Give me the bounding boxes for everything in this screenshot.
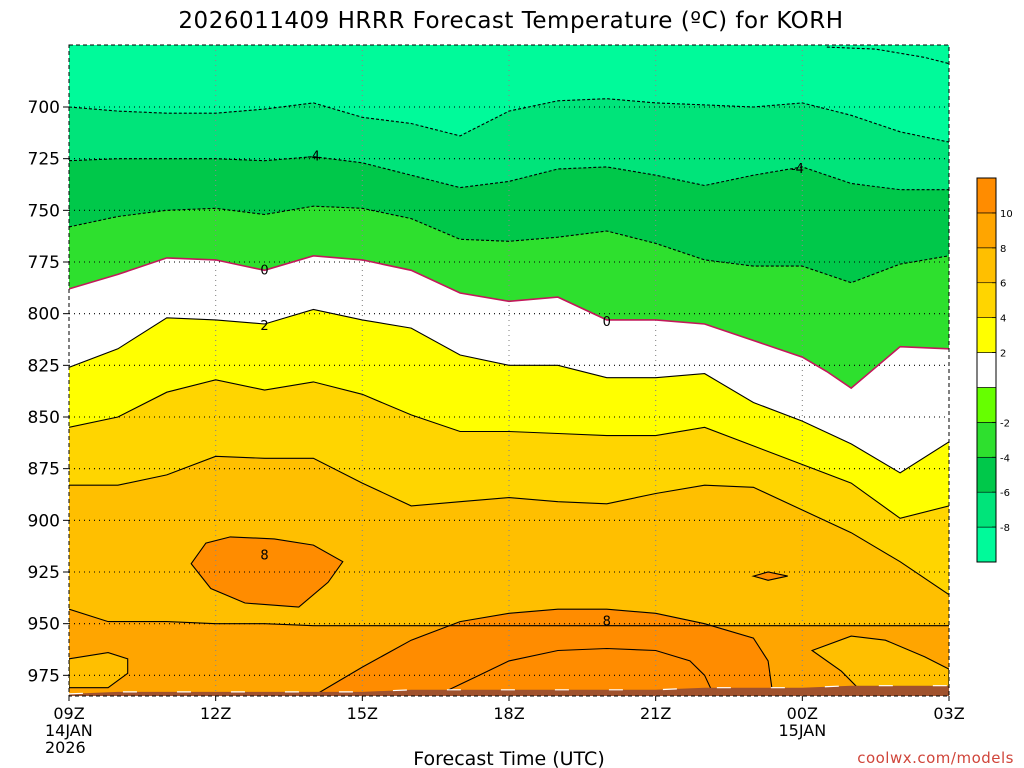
isotherm-4 [69,455,949,596]
closed-region-2 [435,648,715,696]
x-tick-label-18-0: 03Z [933,704,964,723]
chart-title: 2026011409 HRRR Forecast Temperature (ºC… [178,8,843,34]
contour-label-1: -4 [791,162,804,177]
isotherm-2 [69,379,949,519]
contour-labels: -4 -4 0 0 2 8 8 [260,150,804,630]
colorbar-label-8: 10 [1000,209,1013,220]
colorbar-label-6: 6 [1000,279,1006,290]
surface-edge [69,685,949,695]
y-tick-label-850: 850 [28,408,60,428]
contour-label-3: 0 [603,315,611,330]
isotherm--6 [69,156,949,191]
contour-label-4: 2 [260,319,268,334]
isotherm-0 [69,308,949,474]
closed-region-0 [191,536,343,608]
x-tick-label-6-0: 15Z [347,704,378,723]
closed-contour-8-5 [751,571,788,581]
y-tick-label-825: 825 [28,356,60,376]
isotherm--8 [826,46,949,65]
y-tick-label-975: 975 [28,666,60,686]
colorbar-swatch-4 [976,387,997,423]
colorbar-swatch-0 [976,526,997,563]
y-tick-label-775: 775 [28,253,60,273]
isotherm-6 [69,608,949,627]
contour-label-0: -4 [307,150,320,165]
colorbar-label-7: 8 [1000,244,1006,255]
isotherm--2 [69,254,949,390]
y-tick-label-925: 925 [28,563,60,583]
isotherm--4 [69,205,949,284]
contour-label-6: 8 [603,615,611,630]
closed-contour-8-0 [190,536,344,608]
closed-contour-10-2 [435,647,715,696]
x-tick-label-0-1: 14JAN [45,721,93,740]
closed-region-3 [812,636,949,696]
colorbar-swatch-8 [976,247,997,284]
y-tick-label-800: 800 [28,305,60,325]
credit-text: coolwx.com/models [857,749,1014,767]
colorbar-swatch-5 [976,352,997,388]
isotherm-lines [69,46,949,696]
colorbar-label-4: 2 [1000,349,1006,360]
colorbar-label-0: -8 [1000,523,1010,534]
y-tick-label-700: 700 [28,98,60,118]
surface-ground-layer [69,685,949,696]
colorbar-label-5: 4 [1000,314,1006,325]
y-tick-label-950: 950 [28,615,60,635]
colorbar-swatch-9 [976,212,997,249]
colorbar-swatch-10 [976,177,997,214]
colorbar-swatch-7 [976,282,997,318]
colorbar-swatch-1 [976,491,997,528]
y-tick-label-725: 725 [28,150,60,170]
closed-contour-6-3 [810,635,949,696]
colorbar-frame [976,177,997,563]
x-tick-label-0-0: 09Z [53,704,84,723]
closed-contour-6-4 [69,652,129,689]
colorbar-swatch-2 [976,456,997,493]
colorbar-swatch-6 [976,317,997,353]
colorbar-label-3: -2 [1000,418,1010,429]
y-tick-label-900: 900 [28,511,60,531]
closed-region-4 [69,652,128,688]
x-axis-title: Forecast Time (UTC) [413,748,604,768]
contour-label-2: 0 [260,263,268,278]
colorbar-label-1: -6 [1000,488,1010,499]
x-tick-label-15-1: 15JAN [778,721,826,740]
contour-label-5: 8 [260,548,268,563]
x-tick-label-12-0: 21Z [640,704,671,723]
y-tick-label-875: 875 [28,460,60,480]
colorbar-swatch-3 [976,422,997,458]
isotherm--10 [69,98,949,143]
y-axis-ticks: 700 725 750 775 800 825 850 875 900 925 950 975 [28,98,69,686]
x-tick-label-3-0: 12Z [200,704,231,723]
x-tick-label-15-0: 00Z [787,704,818,723]
y-tick-label-750: 750 [28,201,60,221]
colorbar-label-2: -4 [1000,453,1010,464]
temperature-fill-layer [69,45,949,696]
x-tick-label-0-2: 2026 [45,738,86,757]
colorbar-legend: -8 -6 -4 -2 2 4 6 8 10 [976,177,1013,563]
closed-contour-8-1 [312,608,774,696]
band-coldest-corner [826,45,949,64]
x-tick-label-9-0: 18Z [493,704,524,723]
